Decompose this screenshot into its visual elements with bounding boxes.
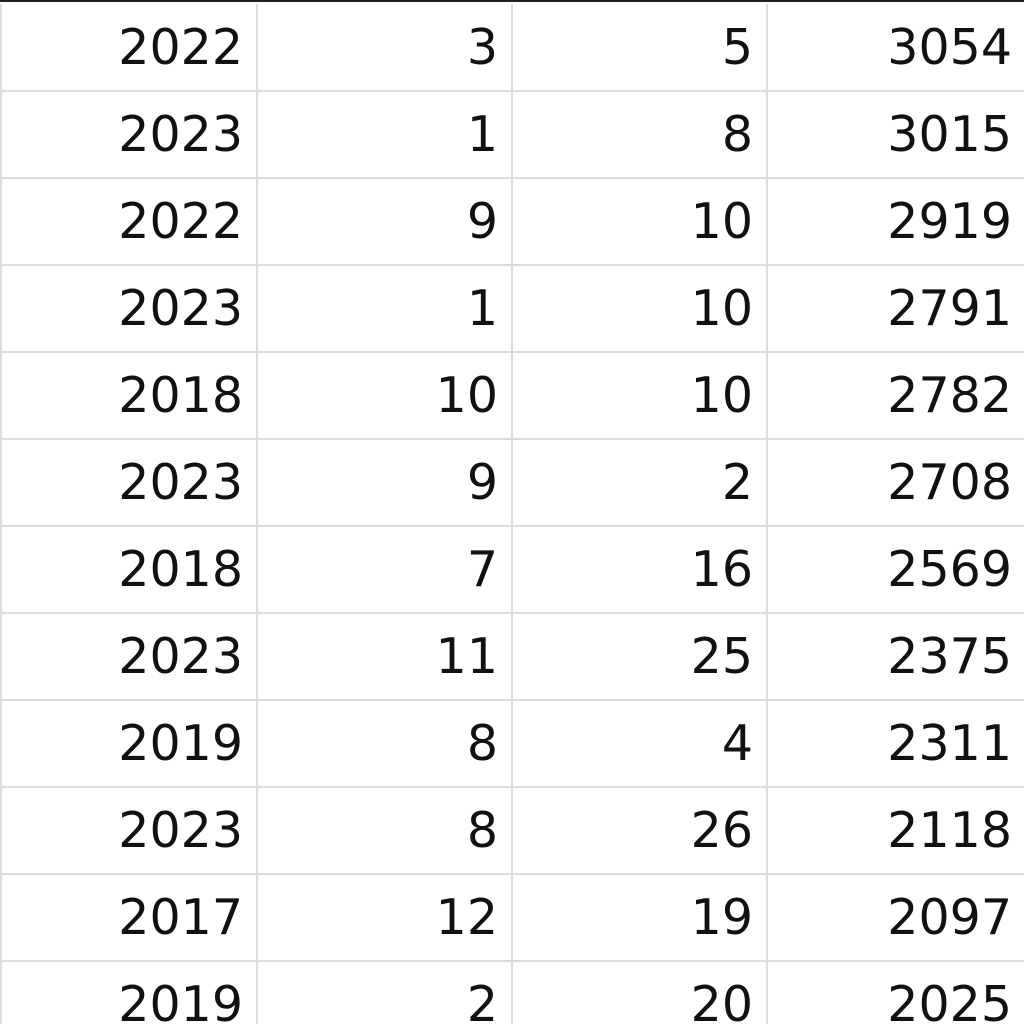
cell-col-c[interactable]: 25 xyxy=(512,613,768,701)
cell-col-c[interactable]: 2 xyxy=(512,439,768,527)
cell-col-b[interactable]: 8 xyxy=(257,700,513,788)
cell-year[interactable]: 2023 xyxy=(0,787,258,875)
cell-col-d[interactable]: 2375 xyxy=(767,613,1024,701)
cell-col-c[interactable]: 19 xyxy=(512,874,768,962)
cell-col-d[interactable]: 2025 xyxy=(767,961,1024,1024)
table-row: 2018 7 16 2569 xyxy=(0,526,1024,614)
table-row: 2023 8 26 2118 xyxy=(0,787,1024,875)
cell-col-b[interactable]: 12 xyxy=(257,874,513,962)
table-row: 2018 10 10 2782 xyxy=(0,352,1024,440)
cell-col-c[interactable]: 10 xyxy=(512,352,768,440)
cell-col-c[interactable]: 8 xyxy=(512,91,768,179)
cell-col-d[interactable]: 2708 xyxy=(767,439,1024,527)
cell-year[interactable]: 2019 xyxy=(0,700,258,788)
cell-col-c[interactable]: 20 xyxy=(512,961,768,1024)
table-row: 2022 9 10 2919 xyxy=(0,178,1024,266)
cell-col-c[interactable]: 26 xyxy=(512,787,768,875)
cell-col-d[interactable]: 3015 xyxy=(767,91,1024,179)
cell-year[interactable]: 2019 xyxy=(0,961,258,1024)
cell-col-c[interactable]: 5 xyxy=(512,4,768,92)
cell-col-d[interactable]: 2097 xyxy=(767,874,1024,962)
cell-col-b[interactable]: 7 xyxy=(257,526,513,614)
cell-col-d[interactable]: 3054 xyxy=(767,4,1024,92)
table-row: 2023 11 25 2375 xyxy=(0,613,1024,701)
cell-col-b[interactable]: 9 xyxy=(257,178,513,266)
cell-col-b[interactable]: 8 xyxy=(257,787,513,875)
table-row: 2023 1 8 3015 xyxy=(0,91,1024,179)
table-row: 2019 2 20 2025 xyxy=(0,961,1024,1024)
cell-col-d[interactable]: 2311 xyxy=(767,700,1024,788)
cell-col-b[interactable]: 1 xyxy=(257,265,513,353)
cell-col-d[interactable]: 2569 xyxy=(767,526,1024,614)
cell-year[interactable]: 2018 xyxy=(0,352,258,440)
table-row: 2023 9 2 2708 xyxy=(0,439,1024,527)
table-row: 2017 12 19 2097 xyxy=(0,874,1024,962)
cell-col-d[interactable]: 2118 xyxy=(767,787,1024,875)
table-row: 2023 1 10 2791 xyxy=(0,265,1024,353)
cell-col-b[interactable]: 3 xyxy=(257,4,513,92)
cell-col-b[interactable]: 1 xyxy=(257,91,513,179)
cell-year[interactable]: 2022 xyxy=(0,4,258,92)
cell-col-d[interactable]: 2791 xyxy=(767,265,1024,353)
cell-col-c[interactable]: 10 xyxy=(512,265,768,353)
table-row: 2019 8 4 2311 xyxy=(0,700,1024,788)
cell-year[interactable]: 2018 xyxy=(0,526,258,614)
cell-col-c[interactable]: 10 xyxy=(512,178,768,266)
cell-year[interactable]: 2023 xyxy=(0,439,258,527)
cell-col-b[interactable]: 11 xyxy=(257,613,513,701)
cell-col-b[interactable]: 10 xyxy=(257,352,513,440)
cell-year[interactable]: 2023 xyxy=(0,613,258,701)
cell-col-d[interactable]: 2919 xyxy=(767,178,1024,266)
cell-col-c[interactable]: 4 xyxy=(512,700,768,788)
cell-col-b[interactable]: 2 xyxy=(257,961,513,1024)
cell-year[interactable]: 2023 xyxy=(0,265,258,353)
table-row: 2022 3 5 3054 xyxy=(0,4,1024,92)
cell-year[interactable]: 2022 xyxy=(0,178,258,266)
data-table: 2022 3 5 3054 2023 1 8 3015 2022 9 10 29… xyxy=(0,4,1024,1024)
cell-year[interactable]: 2023 xyxy=(0,91,258,179)
cell-col-c[interactable]: 16 xyxy=(512,526,768,614)
cell-col-b[interactable]: 9 xyxy=(257,439,513,527)
cell-col-d[interactable]: 2782 xyxy=(767,352,1024,440)
cell-year[interactable]: 2017 xyxy=(0,874,258,962)
